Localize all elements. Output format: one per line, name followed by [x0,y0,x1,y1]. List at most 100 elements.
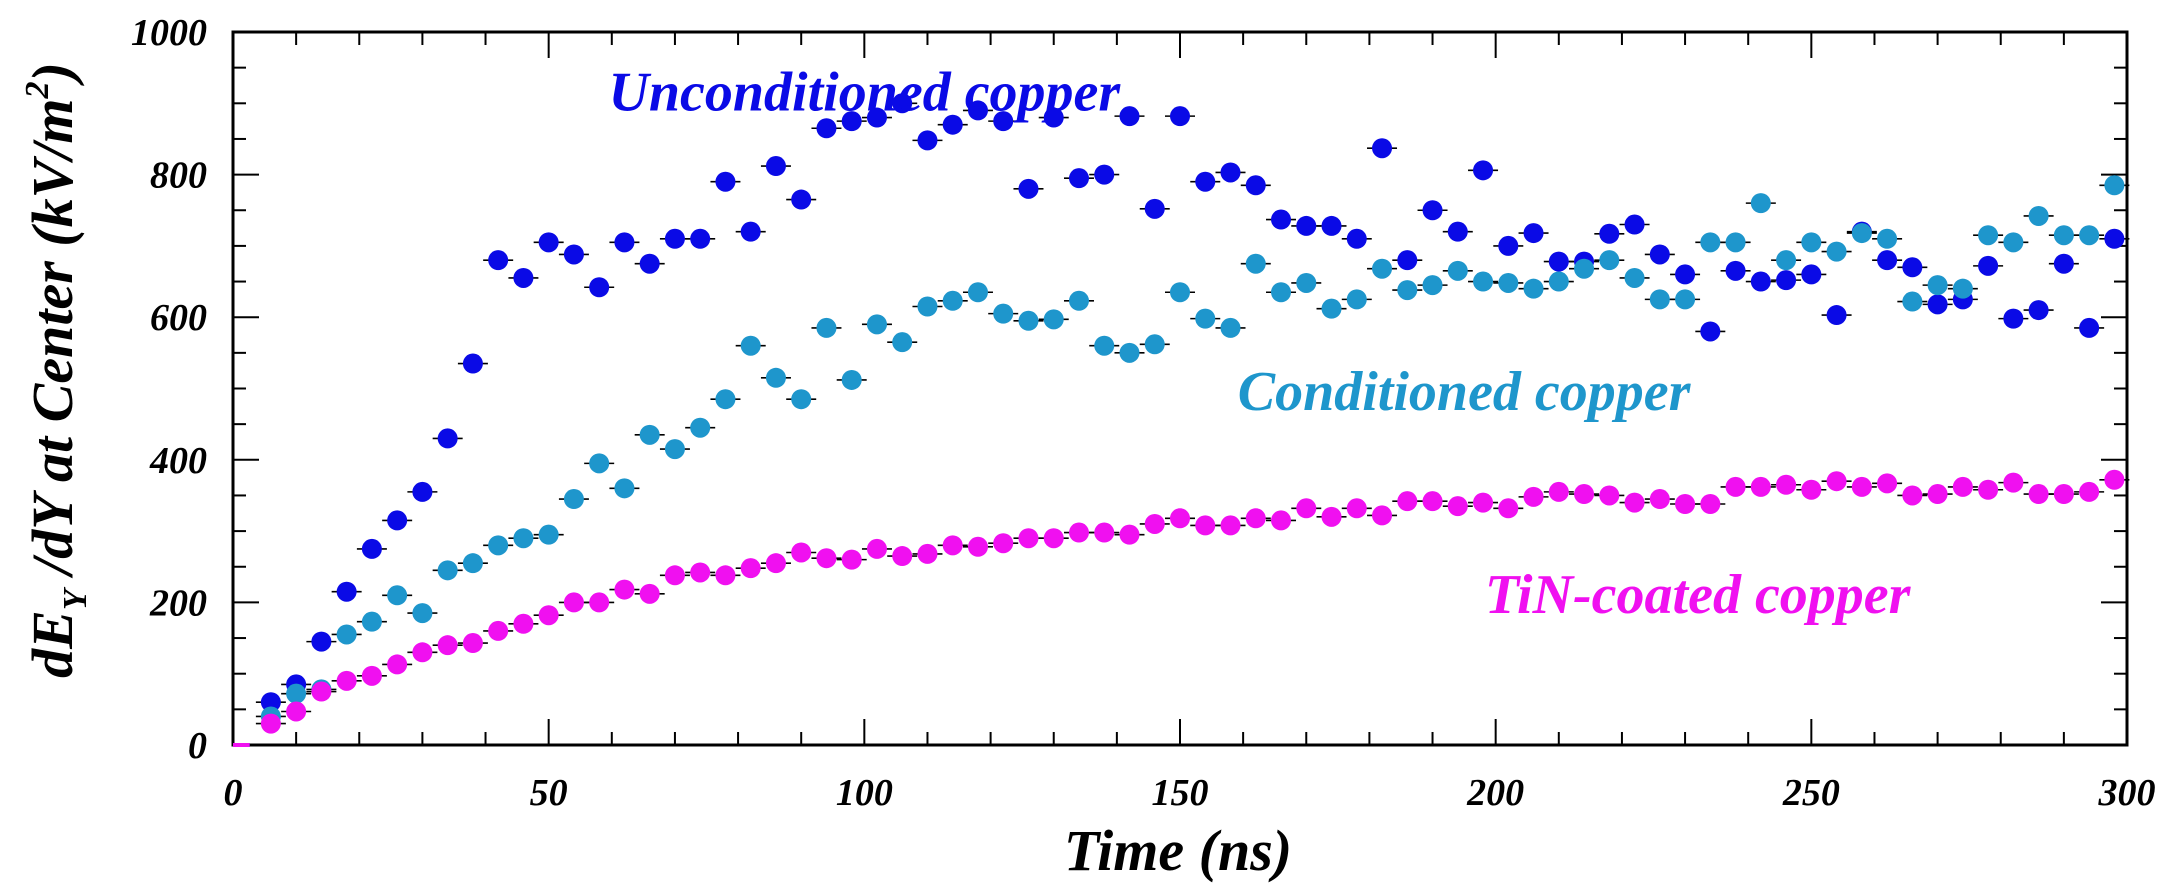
data-point [1624,267,1645,288]
data-point [690,417,711,438]
data-point [513,267,534,288]
data-point [917,130,938,151]
data-point [1978,255,1999,276]
data-point [1927,294,1948,315]
data-point [1750,193,1771,214]
data-point [1195,515,1216,536]
y-tick-label: 200 [149,582,207,624]
data-point [1548,251,1569,272]
data-point [1473,492,1494,513]
data-point [260,692,281,713]
data-point [437,428,458,449]
data-point [1170,508,1190,529]
data-point [791,389,812,410]
data-point [1245,253,1266,274]
data-point [1094,335,1115,356]
data-point [1119,106,1140,127]
data-point [1801,264,1822,285]
data-point [1144,198,1165,219]
data-point [866,314,887,335]
data-point [1346,228,1367,249]
data-point [286,701,307,722]
data-point [387,510,408,531]
series-2 [233,469,2130,747]
data-point [1195,308,1216,329]
data-point [1119,524,1140,545]
data-point [1851,476,1872,497]
data-point [841,549,862,570]
data-point [2104,469,2125,490]
data-point [1397,280,1418,301]
axis-ticks [232,31,2128,746]
data-point [1422,491,1443,512]
data-point [1220,317,1241,338]
y-axis-title-prefix: dE [20,610,85,678]
x-tick-label: 200 [1466,772,1524,814]
data-point [1675,289,1696,310]
data-point [1296,498,1317,519]
data-point [967,100,988,121]
data-point [2028,205,2049,226]
data-point [2003,308,2024,329]
data-point [765,553,786,574]
data-point [1877,250,1898,271]
data-point [1271,510,1292,531]
data-point [1574,258,1595,279]
data-point [1902,485,1923,506]
data-point [1523,278,1544,299]
data-point [2104,175,2125,196]
data-point [538,524,559,545]
data-point [488,250,509,271]
data-point [1473,160,1494,181]
x-tick-label: 0 [224,772,243,814]
data-point [1068,168,1089,189]
data-point [892,546,913,567]
data-point [715,171,736,192]
data-point [1725,232,1746,253]
data-point [1068,522,1089,543]
data-point [1447,496,1468,517]
data-point [1624,492,1645,513]
data-point [1170,106,1190,127]
data-point [690,228,711,249]
data-point [1498,498,1519,519]
data-point [1043,309,1064,330]
data-point [1599,485,1620,506]
data-point [639,583,660,604]
data-point [967,536,988,557]
data-point [1245,175,1266,196]
data-point [563,489,584,510]
data-point [1952,278,1973,299]
data-point [664,439,685,460]
data-point [664,565,685,586]
data-point [1372,505,1393,526]
data-point [1700,232,1721,253]
data-point [2028,484,2049,505]
y-axis-title-sub: Y [57,586,94,610]
data-point [2003,232,2024,253]
x-axis-title: Time (ns) [1064,818,1292,883]
data-point [740,221,761,242]
data-point [488,620,509,641]
data-point [866,538,887,559]
data-point [412,642,433,663]
data-point [892,332,913,353]
data-point [942,535,963,556]
y-tick-label: 1000 [131,12,207,54]
data-point [589,453,610,474]
data-point [816,317,837,338]
data-point [1978,225,1999,246]
data-point [387,585,408,606]
data-point [715,565,736,586]
data-point [1220,162,1241,183]
data-points [233,93,2130,747]
data-point [740,558,761,579]
data-point [1498,272,1519,293]
data-point [690,562,711,583]
y-tick-label: 400 [149,440,207,482]
data-point [1321,215,1342,236]
data-point [1776,474,1797,495]
data-point [1346,289,1367,310]
data-point [412,603,433,624]
data-point [993,303,1014,324]
